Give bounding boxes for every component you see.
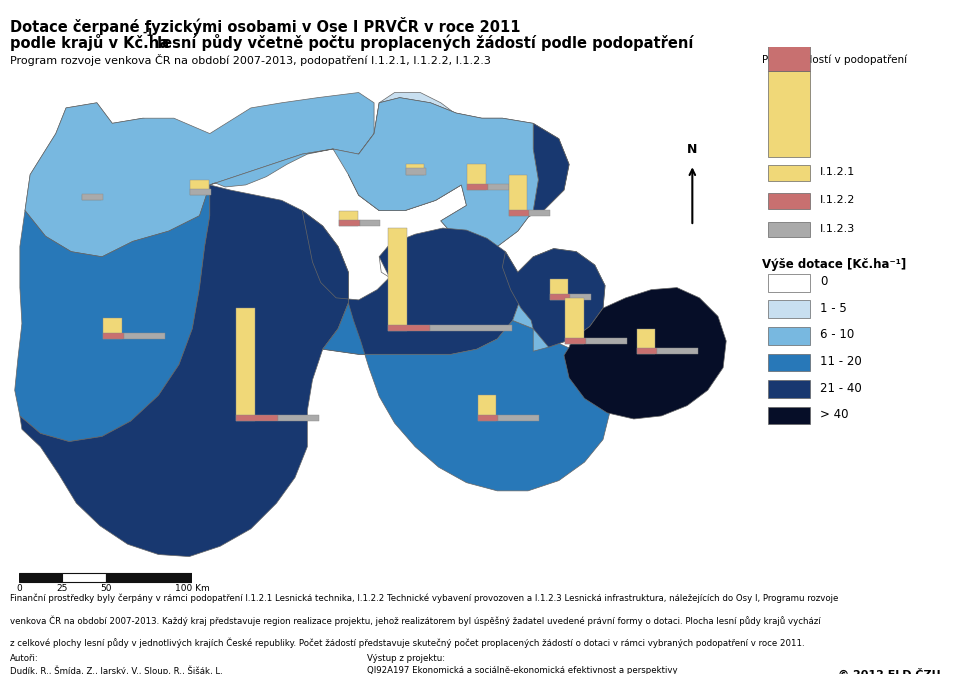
Bar	[636, 329, 656, 355]
Polygon shape	[302, 210, 521, 355]
Bar	[339, 220, 360, 226]
Bar	[768, 10, 810, 71]
Text: I.1.2.2: I.1.2.2	[820, 195, 855, 206]
Polygon shape	[348, 98, 569, 221]
Text: Program rozvoje venkova ČR na období 2007-2013, podopatření I.1.2.1, I.1.2.2, I.: Program rozvoje venkova ČR na období 200…	[10, 54, 491, 66]
Bar	[62, 574, 106, 582]
Bar	[636, 348, 658, 355]
Polygon shape	[379, 245, 412, 277]
Text: Finanční prostředky byly čerpány v rámci podopatření I.1.2.1 Lesnická technika, : Finanční prostředky byly čerpány v rámci…	[10, 594, 838, 603]
Bar	[103, 333, 124, 339]
Bar	[768, 327, 810, 344]
Bar	[529, 210, 550, 216]
Bar	[509, 175, 527, 216]
Text: © 2012 FLD ČZU: © 2012 FLD ČZU	[837, 670, 940, 674]
Bar	[339, 210, 358, 226]
Text: 1 - 5: 1 - 5	[820, 302, 847, 315]
Bar	[768, 407, 810, 425]
Text: 11 - 20: 11 - 20	[820, 355, 861, 368]
Bar	[190, 180, 208, 195]
Text: Výstup z projektu:: Výstup z projektu:	[367, 654, 445, 663]
Bar	[768, 0, 810, 10]
Polygon shape	[348, 92, 477, 210]
Bar	[106, 574, 192, 582]
Bar	[389, 325, 429, 331]
Polygon shape	[513, 249, 605, 351]
Bar	[236, 415, 277, 421]
Text: 25: 25	[57, 584, 68, 593]
Bar	[406, 168, 426, 175]
Text: 50: 50	[100, 584, 111, 593]
Bar	[586, 338, 627, 344]
Text: 100 Km: 100 Km	[175, 584, 209, 593]
Text: lesní půdy včetně počtu proplacených žádostí podle podopatření: lesní půdy včetně počtu proplacených žád…	[152, 34, 693, 51]
Bar	[277, 415, 319, 421]
Bar	[124, 333, 164, 339]
Bar	[550, 294, 570, 300]
Bar	[83, 194, 103, 200]
Text: 0: 0	[820, 275, 828, 288]
Bar	[768, 193, 810, 209]
Bar	[236, 308, 255, 421]
Bar	[768, 380, 810, 398]
Bar	[768, 165, 810, 181]
Bar	[488, 184, 509, 190]
Polygon shape	[25, 103, 210, 257]
Bar	[478, 396, 496, 421]
Text: Dudík, R., Šmída, Z., Jarský, V., Sloup, R., Šišák, L.: Dudík, R., Šmída, Z., Jarský, V., Sloup,…	[10, 666, 223, 674]
Text: I.1.2.3: I.1.2.3	[820, 224, 855, 234]
Text: 6 - 10: 6 - 10	[820, 328, 854, 342]
Bar	[565, 338, 586, 344]
Bar	[768, 301, 810, 318]
Text: podle krajů v Kč.ha: podle krajů v Kč.ha	[10, 34, 169, 51]
Bar	[19, 574, 62, 582]
Text: QI92A197 Ekonomická a sociálně-ekonomická efektivnost a perspektivy: QI92A197 Ekonomická a sociálně-ekonomick…	[367, 666, 678, 674]
Bar	[478, 415, 498, 421]
Text: N: N	[687, 143, 698, 156]
Bar	[406, 164, 424, 175]
Text: venkova ČR na období 2007-2013. Každý kraj představuje region realizace projektu: venkova ČR na období 2007-2013. Každý kr…	[10, 616, 820, 626]
Polygon shape	[20, 185, 348, 557]
Polygon shape	[323, 303, 611, 491]
Polygon shape	[25, 92, 374, 257]
Bar	[190, 189, 211, 195]
Bar	[570, 294, 590, 300]
Bar	[103, 318, 122, 339]
Text: Výše dotace [Kč.ha⁻¹]: Výše dotace [Kč.ha⁻¹]	[762, 258, 906, 271]
Text: 0: 0	[16, 584, 22, 593]
Bar	[658, 348, 699, 355]
Text: > 40: > 40	[820, 408, 849, 421]
Bar	[550, 280, 568, 300]
Bar	[768, 222, 810, 237]
Text: 21 - 40: 21 - 40	[820, 381, 861, 394]
Text: Počet žádostí v podopatření: Počet žádostí v podopatření	[762, 55, 907, 65]
Text: Autoři:: Autoři:	[10, 654, 38, 663]
Text: -1: -1	[142, 28, 154, 38]
Bar	[468, 184, 488, 190]
Bar	[565, 298, 584, 344]
Polygon shape	[502, 249, 605, 347]
Bar	[83, 195, 101, 200]
Bar	[768, 354, 810, 371]
Polygon shape	[441, 123, 569, 249]
Bar	[498, 415, 540, 421]
Polygon shape	[14, 185, 210, 441]
Bar	[768, 71, 810, 156]
Text: I.1.2.1: I.1.2.1	[820, 167, 855, 177]
Bar	[389, 228, 407, 331]
Polygon shape	[210, 98, 539, 249]
Bar	[360, 220, 380, 226]
Bar	[509, 210, 529, 216]
Bar	[468, 164, 486, 190]
Polygon shape	[564, 288, 726, 419]
Text: z celkové plochy lesní půdy v jednotlivých krajích České republiky. Počet žádost: z celkové plochy lesní půdy v jednotlivý…	[10, 638, 804, 648]
Text: Dotace čerpané fyzickými osobami v Ose I PRVČR v roce 2011: Dotace čerpané fyzickými osobami v Ose I…	[10, 17, 520, 35]
Bar	[768, 274, 810, 292]
Bar	[429, 325, 512, 331]
